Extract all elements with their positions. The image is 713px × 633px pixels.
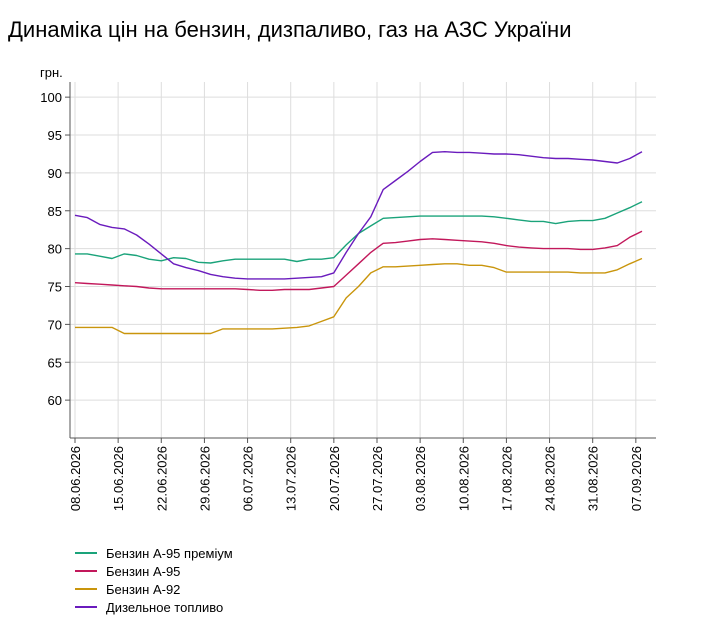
y-tick-label: 85	[48, 204, 62, 219]
legend-swatch	[75, 606, 97, 608]
chart-title: Динаміка цін на бензин, дизпаливо, газ н…	[8, 17, 572, 42]
legend-label: Дизельное топливо	[106, 599, 224, 615]
x-tick-label: 13.07.2026	[284, 446, 299, 511]
legend-label: Бензин А-95	[106, 563, 181, 579]
x-tick-label: 22.06.2026	[154, 446, 169, 511]
series-line-3	[75, 257, 643, 335]
series-lines	[74, 150, 643, 335]
legend-swatch	[75, 552, 97, 554]
x-tick-label: 20.07.2026	[327, 446, 342, 511]
legend-label: Бензин А-92	[106, 581, 181, 597]
legend-item: Бензин А-95 преміум	[75, 544, 233, 562]
series-line-4	[74, 150, 643, 280]
y-tick-label: 60	[48, 393, 62, 408]
y-tick-label: 100	[40, 90, 62, 105]
x-tick-label: 10.08.2026	[456, 446, 471, 511]
legend-item: Дизельное топливо	[75, 598, 233, 616]
legend-swatch	[75, 588, 97, 590]
axes	[65, 82, 656, 443]
x-tick-label: 31.08.2026	[586, 446, 601, 511]
y-tick-label: 90	[48, 166, 62, 181]
legend-label: Бензин А-95 преміум	[106, 545, 233, 561]
y-tick-label: 75	[48, 280, 62, 295]
x-tick-label: 06.07.2026	[241, 446, 256, 511]
y-axis-label: грн.	[40, 65, 63, 80]
x-tick-label: 29.06.2026	[197, 446, 212, 511]
y-tick-label: 80	[48, 242, 62, 257]
x-tick-label: 24.08.2026	[543, 446, 558, 511]
x-tick-label: 15.06.2026	[111, 446, 126, 511]
x-tick-label: 08.06.2026	[68, 446, 83, 511]
x-tick-label: 03.08.2026	[413, 446, 428, 511]
y-tick-label: 95	[48, 128, 62, 143]
legend-item: Бензин А-95	[75, 562, 233, 580]
legend: Бензин А-95 преміум Бензин А-95 Бензин А-9…	[75, 544, 233, 616]
series-line-2	[74, 230, 643, 291]
x-tick-label: 07.09.2026	[629, 446, 644, 511]
axis-labels: 60 65 70 75 80 85 90 95 100 08.06.2026 15.06.2026 2…	[40, 65, 644, 511]
legend-item: Бензин А-92	[75, 580, 233, 598]
x-tick-label: 27.07.2026	[370, 446, 385, 511]
y-tick-label: 70	[48, 317, 62, 332]
x-tick-label: 17.08.2026	[499, 446, 514, 511]
legend-swatch	[75, 570, 97, 572]
y-tick-label: 65	[48, 355, 62, 370]
